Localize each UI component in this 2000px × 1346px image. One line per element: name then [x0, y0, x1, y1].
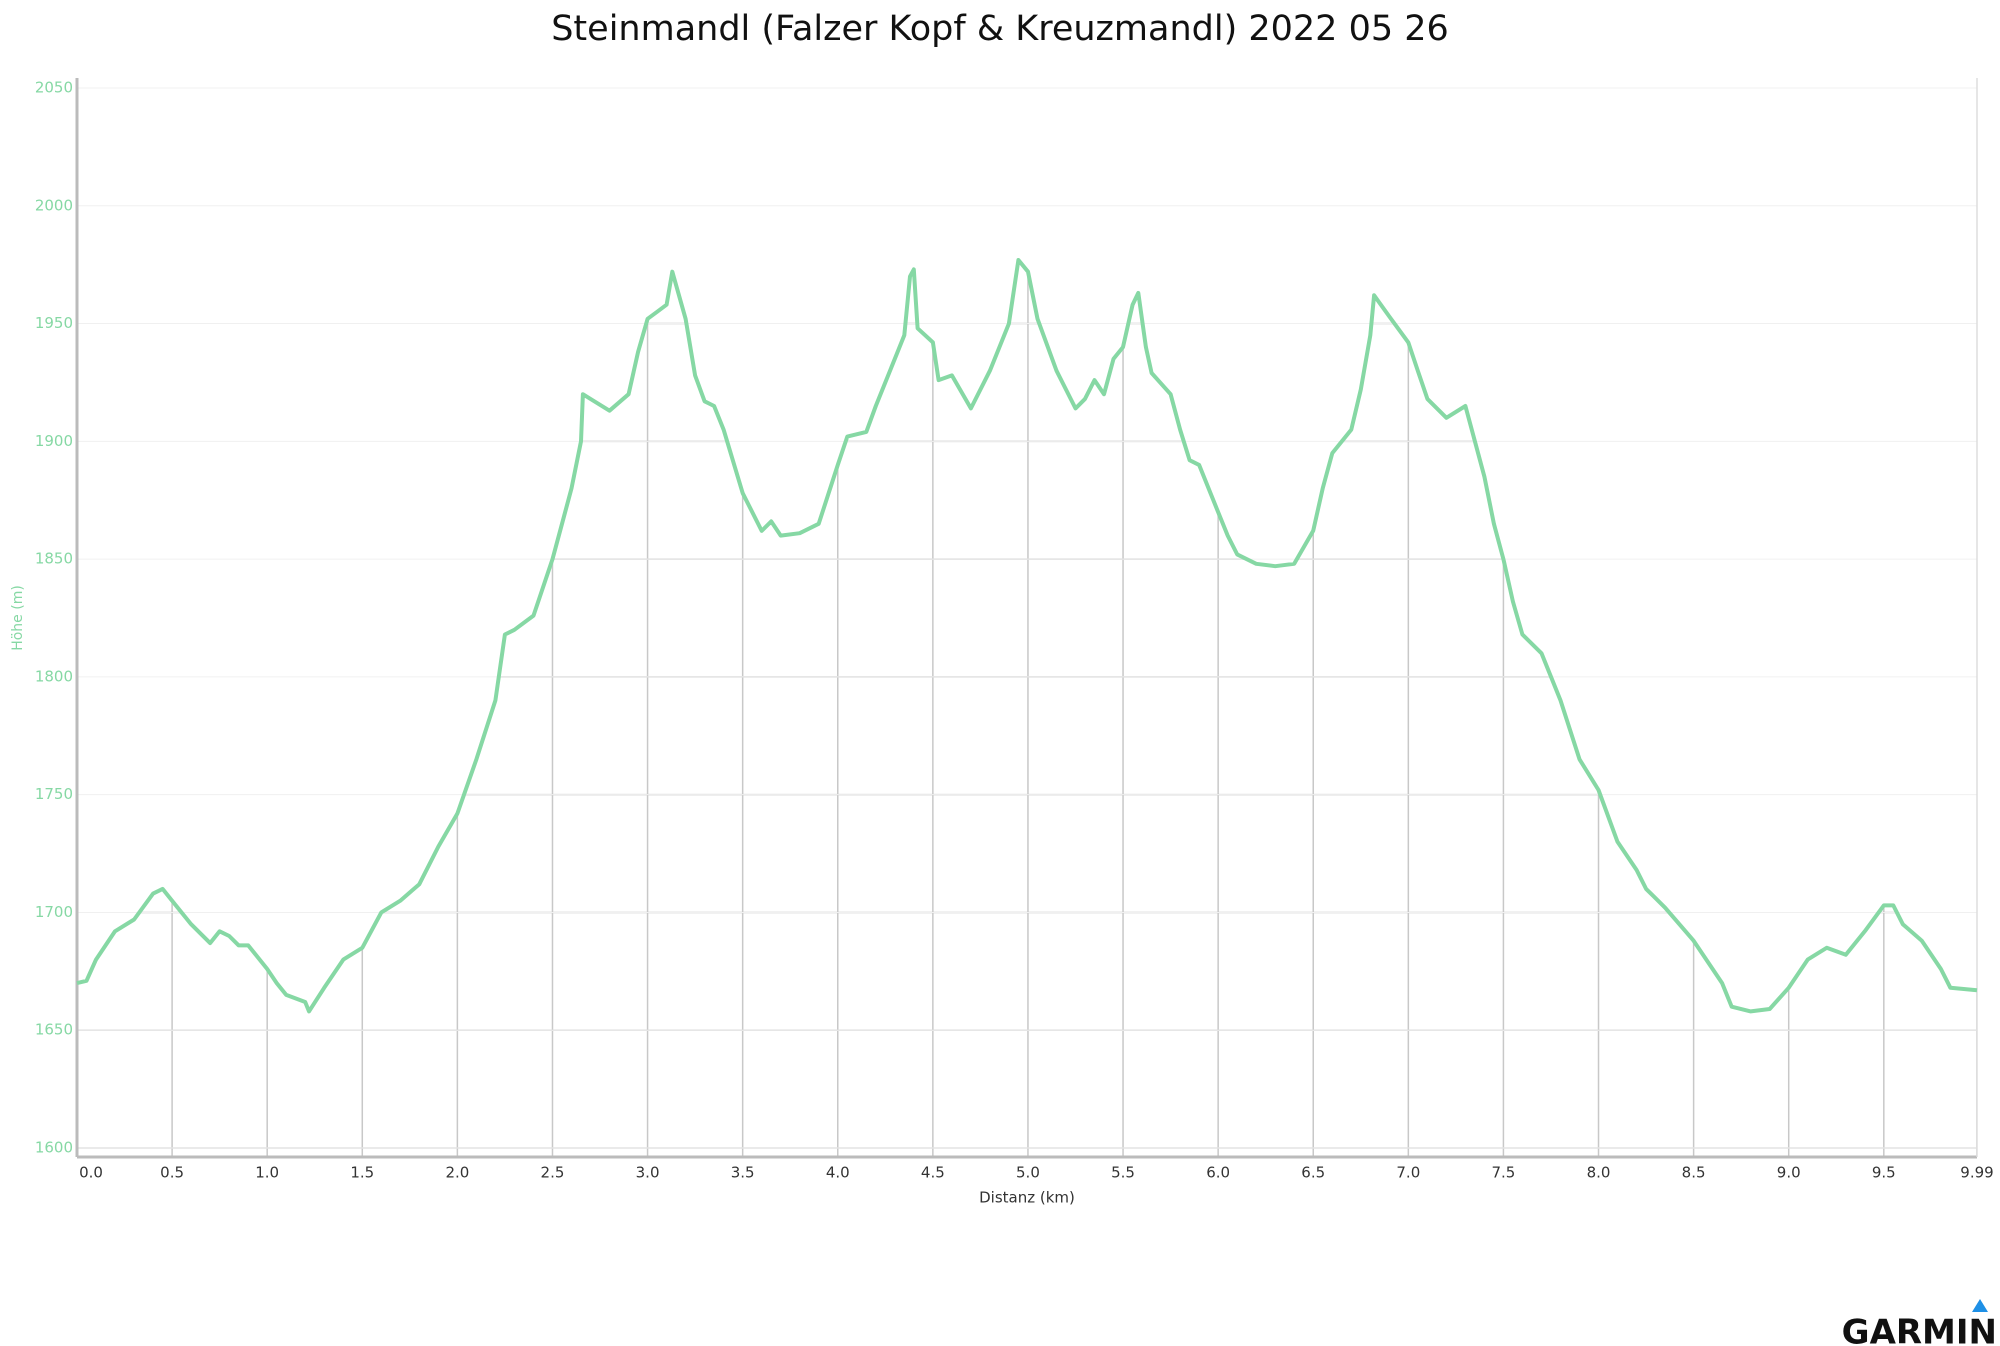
- chart-title: Steinmandl (Falzer Kopf & Kreuzmandl) 20…: [551, 9, 1449, 49]
- x-tick-label: 6.5: [1301, 1164, 1325, 1182]
- y-tick-label: 2000: [35, 196, 73, 214]
- x-tick-label: 8.5: [1682, 1164, 1706, 1182]
- x-tick-label: 4.0: [826, 1164, 850, 1182]
- y-tick-label: 1650: [35, 1021, 73, 1039]
- x-tick-label: 2.5: [541, 1164, 565, 1182]
- x-tick-label: 8.0: [1587, 1164, 1611, 1182]
- y-tick-label: 1850: [35, 550, 73, 568]
- x-tick-label: 9.99: [1960, 1164, 1993, 1182]
- x-tick-label: 7.5: [1491, 1164, 1515, 1182]
- y-tick-label: 1950: [35, 314, 73, 332]
- x-tick-label: 0.5: [160, 1164, 184, 1182]
- x-tick-label: 5.5: [1111, 1164, 1135, 1182]
- x-tick-label: 1.5: [350, 1164, 374, 1182]
- y-axis-label: Höhe (m): [10, 585, 26, 651]
- elevation-line: [76, 258, 1978, 1014]
- x-axis-label: Distanz (km): [979, 1189, 1075, 1207]
- x-tick-label: 9.5: [1872, 1164, 1896, 1182]
- y-tick-label: 1700: [35, 903, 73, 921]
- y-tick-label: 2050: [35, 79, 73, 97]
- x-tick-label: 3.0: [636, 1164, 660, 1182]
- x-tick-label: 7.0: [1396, 1164, 1420, 1182]
- x-tick-label: 1.0: [255, 1164, 279, 1182]
- x-tick-label: 0.0: [79, 1164, 103, 1182]
- logo: GARMIN: [1842, 1313, 1997, 1346]
- y-tick-label: 1600: [35, 1139, 73, 1157]
- logo-icon: [1972, 1299, 1988, 1312]
- x-tick-label: 9.0: [1777, 1164, 1801, 1182]
- x-tick-label: 3.5: [731, 1164, 755, 1182]
- x-tick-label: 2.0: [445, 1164, 469, 1182]
- y-tick-label: 1800: [35, 667, 73, 685]
- x-tick-label: 5.0: [1016, 1164, 1040, 1182]
- grid-under: [77, 260, 1977, 1157]
- y-tick-label: 1900: [35, 432, 73, 450]
- y-tick-label: 1750: [35, 785, 73, 803]
- x-tick-label: 4.5: [921, 1164, 945, 1182]
- x-tick-label: 6.0: [1206, 1164, 1230, 1182]
